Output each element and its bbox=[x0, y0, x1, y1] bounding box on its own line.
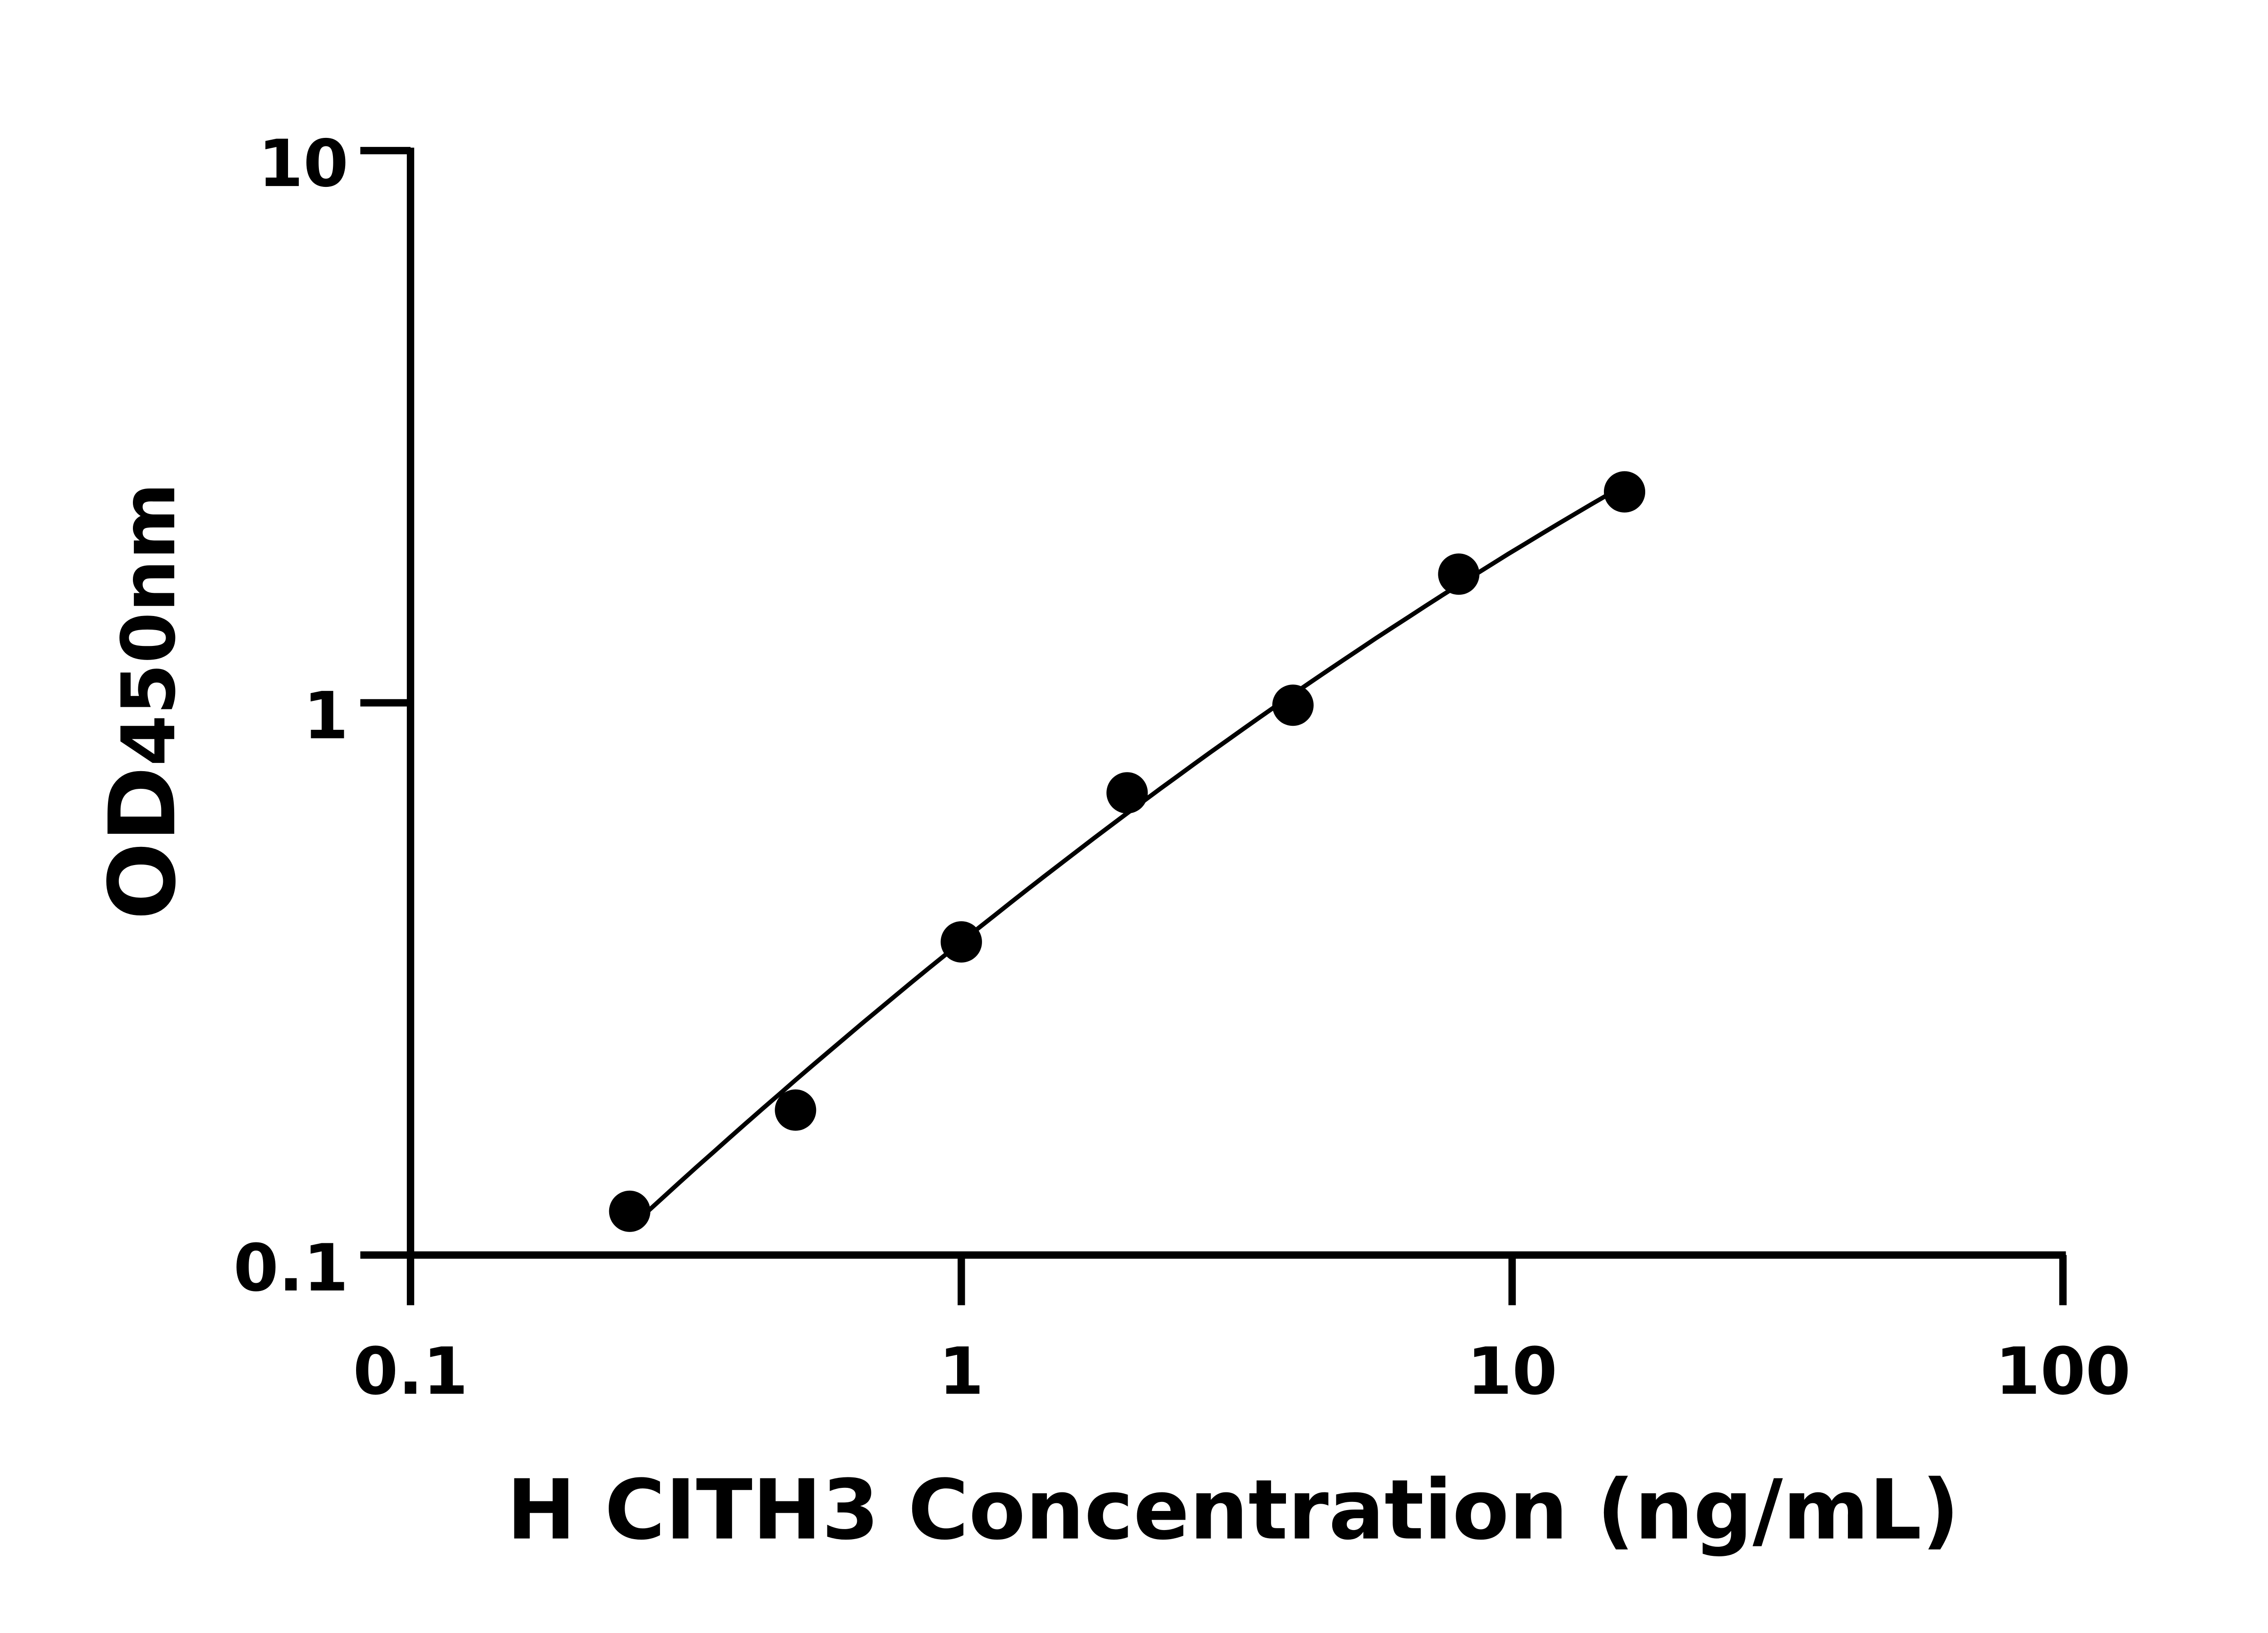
x-tick-label: 0.1 bbox=[353, 1334, 468, 1409]
y-axis-title-main: OD bbox=[89, 766, 196, 920]
y-tick-label: 10 bbox=[258, 126, 348, 201]
data-point bbox=[1106, 772, 1148, 814]
data-point bbox=[940, 921, 982, 963]
data-point bbox=[1438, 553, 1480, 595]
x-tick-label: 10 bbox=[1467, 1334, 1557, 1409]
y-tick-label: 1 bbox=[303, 678, 349, 753]
x-tick-label: 1 bbox=[938, 1334, 984, 1409]
ticks: 0.1 1 10 100 0.1 1 10 bbox=[234, 126, 2131, 1409]
data-point bbox=[775, 1089, 816, 1131]
y-tick-label: 0.1 bbox=[234, 1230, 349, 1306]
points-layer bbox=[609, 471, 1646, 1232]
data-point bbox=[1603, 471, 1646, 513]
y-axis-title-sub: 450nm bbox=[106, 483, 192, 766]
x-axis-title: H CITH3 Concentration (ng/mL) bbox=[507, 1462, 1960, 1558]
x-tick-label: 100 bbox=[1995, 1334, 2131, 1409]
data-point bbox=[1272, 684, 1314, 726]
y-axis-title: OD450nm bbox=[89, 483, 196, 920]
axes bbox=[406, 147, 2066, 1259]
data-point bbox=[609, 1190, 650, 1232]
